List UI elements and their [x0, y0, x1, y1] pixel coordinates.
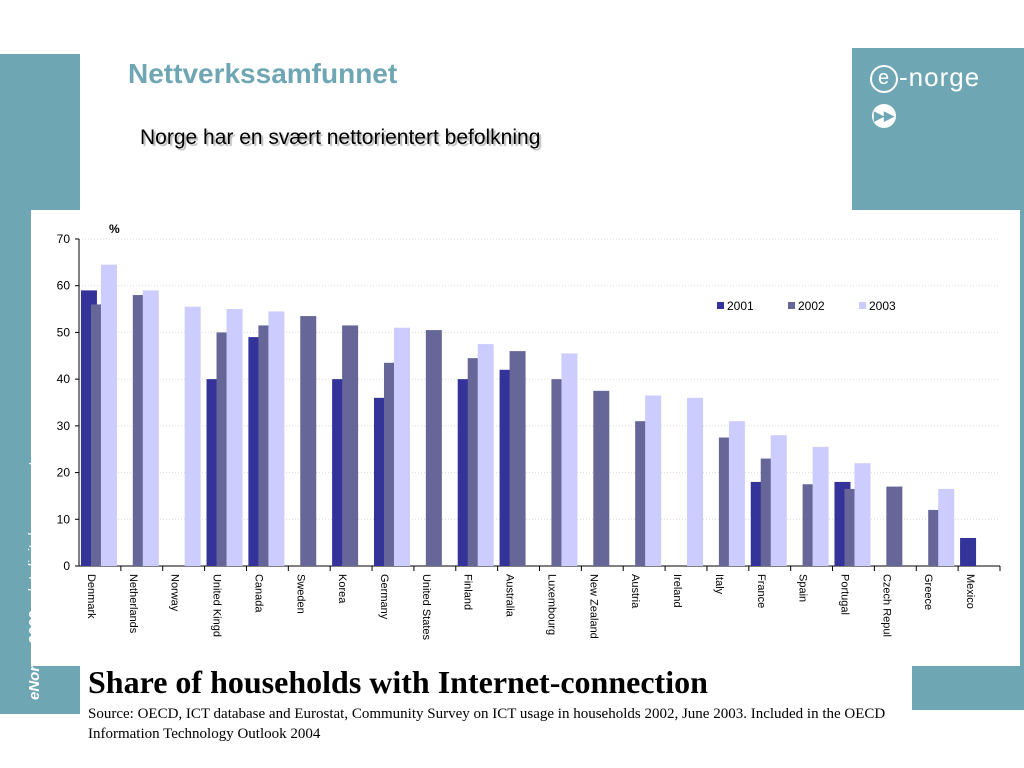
x-tick-label: Finland [462, 574, 474, 610]
bar-chart: 0 10 20 30 40 50 60 70% Denmark Netherlands Norway… [57, 222, 1001, 641]
legend-label: 2003 [869, 299, 896, 313]
x-tick-label: Luxembourg [545, 574, 557, 635]
x-tick-label: Netherlands [127, 574, 139, 634]
y-tick-label: 70 [57, 232, 71, 246]
y-tick-label: 60 [57, 279, 71, 293]
caption-title: Share of households with Internet-connec… [88, 664, 708, 700]
bar-2003 [226, 309, 243, 566]
x-tick-label: Ireland [671, 574, 683, 608]
bar-2002 [886, 486, 903, 566]
y-tick-label: 50 [57, 325, 71, 339]
x-tick-label: Italy [713, 574, 725, 595]
caption-source: Source: OECD, ICT database and Eurostat,… [88, 706, 886, 742]
bar-2002 [425, 330, 442, 566]
caption-panel: Share of households with Internet-connec… [80, 664, 912, 768]
x-tick-label: Denmark [85, 574, 97, 619]
y-tick-label: 30 [57, 419, 71, 433]
fast-forward-icon[interactable]: ▶▶ [872, 104, 896, 128]
x-tick-label: France [755, 574, 767, 608]
bar-2003 [393, 327, 410, 566]
bar-2003 [854, 463, 871, 566]
bar-2002 [342, 325, 359, 566]
x-tick-label: Greece [922, 574, 934, 610]
x-tick-label: Mexico [964, 574, 976, 609]
x-tick-label: Korea [336, 574, 348, 604]
x-tick-label: New Zealand [587, 574, 599, 639]
x-tick-label: Germany [378, 574, 390, 620]
y-tick-label: 10 [57, 512, 71, 526]
legend-swatch-2002 [788, 302, 795, 309]
x-tick-label: United States [420, 574, 432, 641]
logo-text: norge [908, 62, 981, 92]
x-tick-label: Norway [169, 574, 181, 612]
bar-2002 [300, 316, 317, 566]
y-tick-label: 40 [57, 372, 71, 386]
bar-2003 [812, 446, 829, 566]
bar-2003 [561, 353, 578, 566]
logo-e-circle: e [870, 65, 898, 93]
x-tick-label: Austria [629, 574, 641, 609]
legend-swatch-2001 [717, 302, 724, 309]
bar-2002 [593, 390, 610, 566]
x-tick-label: Canada [252, 574, 264, 613]
y-axis-label: % [109, 222, 120, 236]
bar-2003 [728, 421, 745, 566]
bar-2003 [938, 488, 955, 566]
legend-label: 2002 [798, 299, 825, 313]
bar-2003 [100, 264, 117, 566]
x-tick-label: Australia [504, 574, 516, 618]
bar-2003 [268, 311, 285, 566]
slide-subtitle: Norge har en svært nettorientert befolkn… [140, 126, 541, 149]
x-tick-label: Portugal [838, 574, 850, 615]
bar-2003 [687, 397, 704, 566]
x-tick-label: Czech Repul [880, 574, 892, 637]
x-tick-label: United Kingd [211, 574, 223, 637]
enorge-logo: e -norge [870, 62, 980, 93]
x-tick-label: Spain [797, 574, 809, 602]
bar-2003 [477, 344, 494, 566]
page-title: Nettverkssamfunnet [128, 58, 398, 89]
chart-container: 0 10 20 30 40 50 60 70% Denmark Netherlands Norway… [31, 210, 1020, 666]
x-tick-label: Sweden [294, 574, 306, 614]
bar-2003 [770, 435, 787, 566]
y-tick-label: 0 [63, 559, 70, 573]
bar-2003 [142, 290, 159, 566]
bar-2003 [184, 306, 201, 566]
bar-2002 [509, 351, 526, 566]
bar-2003 [645, 395, 662, 566]
legend-label: 2001 [727, 299, 754, 313]
y-tick-label: 20 [57, 466, 71, 480]
legend-swatch-2003 [859, 302, 866, 309]
bar-2001 [960, 537, 977, 566]
